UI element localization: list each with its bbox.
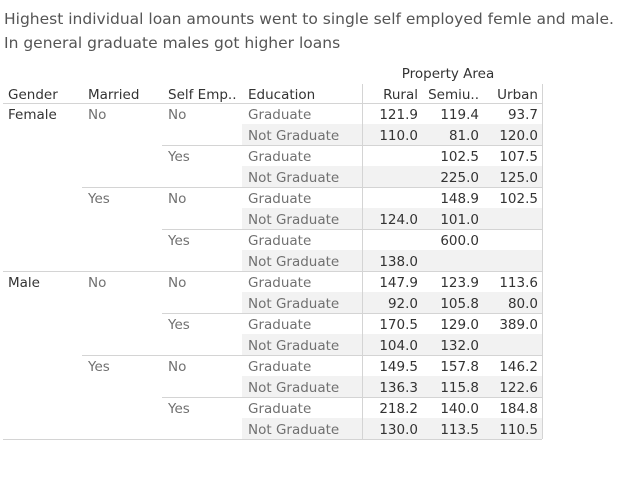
cell-value: 146.2: [499, 359, 538, 375]
chart-title: Highest individual loan amounts went to …: [4, 7, 640, 55]
cell-value: 107.5: [499, 149, 538, 165]
education-label: Not Graduate: [248, 212, 339, 228]
title-line-2: In general graduate males got higher loa…: [4, 34, 341, 52]
column-header-label: Semiu..: [428, 87, 479, 103]
education-label: Not Graduate: [248, 380, 339, 396]
self-employed-label: Yes: [167, 233, 190, 249]
row-header-label: Education: [248, 87, 315, 103]
row-band: [242, 250, 542, 271]
cell-value: 138.0: [379, 254, 418, 270]
cell-value: 149.5: [379, 359, 418, 375]
cell-value: 389.0: [499, 317, 538, 333]
cell-value: 125.0: [499, 170, 538, 186]
cell-value: 130.0: [379, 422, 418, 438]
cell-value: 170.5: [379, 317, 418, 333]
cell-value: 218.2: [379, 401, 418, 417]
cell-value: 92.0: [388, 296, 418, 312]
self-employed-label: No: [168, 107, 186, 123]
cell-value: 113.5: [440, 422, 479, 438]
cell-value: 148.9: [440, 191, 479, 207]
cell-value: 600.0: [440, 233, 479, 249]
self-employed-label: Yes: [167, 317, 190, 333]
cell-value: 136.3: [379, 380, 418, 396]
cell-value: 122.6: [499, 380, 538, 396]
row-band: [242, 166, 542, 187]
education-label: Graduate: [248, 401, 311, 417]
cell-value: 110.5: [499, 422, 538, 438]
cell-value: 119.4: [440, 107, 479, 123]
cell-value: 225.0: [440, 170, 479, 186]
education-label: Not Graduate: [248, 422, 339, 438]
cell-value: 93.7: [508, 107, 538, 123]
cell-value: 121.9: [379, 107, 418, 123]
cell-value: 157.8: [440, 359, 479, 375]
gender-label: Male: [8, 275, 40, 291]
education-label: Graduate: [248, 107, 311, 123]
education-label: Graduate: [248, 233, 311, 249]
cell-value: 81.0: [449, 128, 479, 144]
cell-value: 104.0: [379, 338, 418, 354]
row-header-label: Gender: [8, 87, 58, 103]
row-band: [242, 418, 542, 439]
row-header-label: Self Emp..: [168, 87, 237, 103]
married-label: Yes: [87, 191, 110, 207]
row-band: [242, 124, 542, 145]
row-band: [242, 376, 542, 397]
cell-value: 147.9: [379, 275, 418, 291]
row-band: [242, 292, 542, 313]
education-label: Graduate: [248, 191, 311, 207]
cell-value: 115.8: [440, 380, 479, 396]
cell-value: 105.8: [440, 296, 479, 312]
self-employed-label: Yes: [167, 149, 190, 165]
row-band: [242, 334, 542, 355]
education-label: Graduate: [248, 275, 311, 291]
cell-value: 80.0: [508, 296, 538, 312]
cell-value: 132.0: [440, 338, 479, 354]
education-label: Not Graduate: [248, 338, 339, 354]
education-label: Graduate: [248, 317, 311, 333]
column-group-label: Property Area: [402, 66, 494, 82]
self-employed-label: No: [168, 359, 186, 375]
married-label: No: [88, 275, 106, 291]
cell-value: 120.0: [499, 128, 538, 144]
cell-value: 102.5: [499, 191, 538, 207]
cell-value: 124.0: [379, 212, 418, 228]
row-band: [242, 208, 542, 229]
column-header-label: Rural: [383, 87, 418, 103]
gender-label: Female: [8, 107, 57, 123]
self-employed-label: No: [168, 275, 186, 291]
cell-value: 140.0: [440, 401, 479, 417]
married-label: No: [88, 107, 106, 123]
married-label: Yes: [87, 359, 110, 375]
cell-value: 101.0: [440, 212, 479, 228]
education-label: Graduate: [248, 149, 311, 165]
cell-value: 110.0: [379, 128, 418, 144]
cell-value: 113.6: [499, 275, 538, 291]
title-line-1: Highest individual loan amounts went to …: [4, 10, 614, 28]
education-label: Not Graduate: [248, 128, 339, 144]
education-label: Not Graduate: [248, 296, 339, 312]
self-employed-label: Yes: [167, 401, 190, 417]
cell-value: 129.0: [440, 317, 479, 333]
column-header-label: Urban: [497, 87, 538, 103]
cell-value: 184.8: [499, 401, 538, 417]
education-label: Not Graduate: [248, 254, 339, 270]
cell-value: 123.9: [440, 275, 479, 291]
education-label: Not Graduate: [248, 170, 339, 186]
education-label: Graduate: [248, 359, 311, 375]
cell-value: 102.5: [440, 149, 479, 165]
self-employed-label: No: [168, 191, 186, 207]
row-header-label: Married: [88, 87, 139, 103]
